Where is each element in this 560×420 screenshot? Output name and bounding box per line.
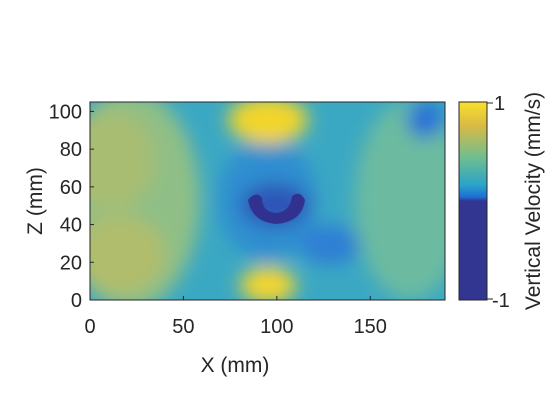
x-tick-label: 0 bbox=[84, 316, 95, 338]
x-axis: 0 50 100 150 bbox=[84, 296, 387, 338]
heatmap-left-upper-warm bbox=[90, 110, 155, 210]
heatmap-lower-right-blue bbox=[300, 225, 360, 265]
plot-frame bbox=[89, 101, 446, 301]
heatmap-right-warm-region bbox=[355, 102, 445, 300]
heatmap-bottom-center-yellow bbox=[240, 267, 296, 300]
colorbar-label: Vertical Velocity (mm/s) bbox=[522, 92, 545, 310]
heatmap-left-lower-warm bbox=[90, 215, 165, 295]
heatmap-top-right-blue bbox=[407, 102, 443, 138]
x-tick-label: 150 bbox=[354, 316, 387, 338]
y-tick-label: 60 bbox=[60, 177, 82, 199]
x-tick-label: 50 bbox=[172, 316, 194, 338]
y-tick-label: 20 bbox=[60, 252, 82, 274]
x-tick-label: 100 bbox=[260, 316, 293, 338]
y-tick-label: 100 bbox=[49, 101, 82, 123]
colorbar-min-label: -1 bbox=[492, 290, 510, 312]
y-tick-label: 80 bbox=[60, 139, 82, 161]
y-axis: 0 20 40 60 80 100 bbox=[49, 101, 94, 312]
heatmap-field bbox=[90, 102, 445, 300]
y-tick-label: 40 bbox=[60, 215, 82, 237]
colorbar-max-label: 1 bbox=[494, 93, 505, 115]
heatmap-top-center-yellow bbox=[228, 102, 308, 144]
heatmap-low-velocity-arc bbox=[248, 193, 305, 224]
y-tick-label: 0 bbox=[71, 290, 82, 312]
y-axis-label: Z (mm) bbox=[24, 167, 47, 235]
x-axis-label: X (mm) bbox=[201, 354, 270, 377]
colorbar bbox=[458, 101, 488, 301]
